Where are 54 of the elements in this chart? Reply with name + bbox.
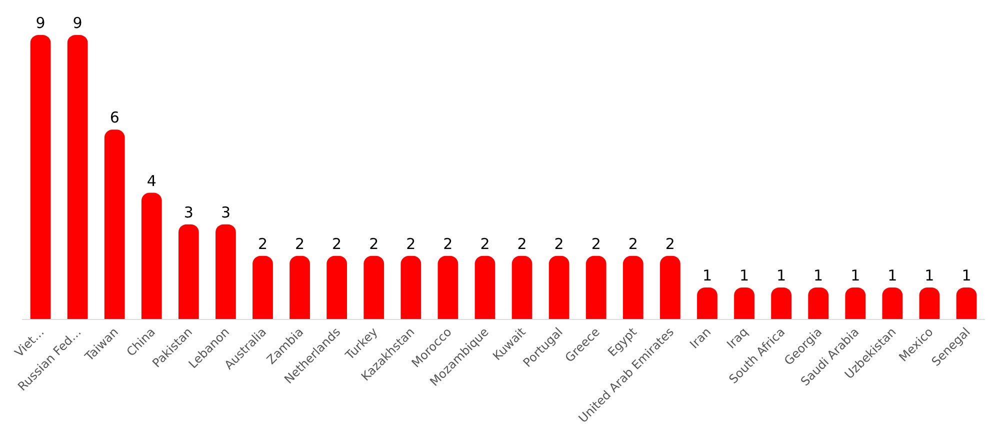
- x-tick-label: Iraq: [724, 324, 751, 352]
- data-label: 2: [591, 234, 601, 253]
- bar: [67, 34, 88, 319]
- bar: [586, 256, 606, 319]
- bar: [845, 287, 866, 319]
- data-label: 4: [146, 172, 156, 190]
- data-label: 9: [36, 14, 46, 32]
- data-label: 1: [702, 266, 712, 284]
- bar: [660, 256, 680, 319]
- bar: [771, 287, 792, 319]
- data-label: 1: [962, 266, 972, 284]
- bar: [290, 256, 310, 319]
- bar: [882, 287, 903, 319]
- data-label: 2: [443, 234, 453, 253]
- x-tick-label: Iran: [687, 324, 714, 352]
- bar: [141, 192, 162, 319]
- bar: [919, 287, 940, 319]
- bar: [30, 34, 51, 319]
- bar: [104, 130, 125, 319]
- data-label: 2: [665, 234, 675, 253]
- data-label: 3: [220, 203, 230, 222]
- bar: [326, 256, 348, 319]
- bar: [808, 287, 829, 319]
- bar: [956, 287, 977, 319]
- data-label: 1: [924, 266, 934, 284]
- data-label: 1: [850, 266, 860, 284]
- data-label: 6: [110, 108, 120, 127]
- bar: [512, 256, 532, 319]
- data-label: 2: [554, 234, 564, 253]
- bar: [364, 256, 384, 319]
- bar: [252, 256, 273, 319]
- data-label: 9: [72, 14, 82, 32]
- bar: [734, 287, 754, 319]
- bar: [178, 224, 199, 319]
- data-label: 2: [480, 234, 490, 253]
- bar: [622, 256, 644, 319]
- bar: [400, 256, 422, 319]
- data-label: 2: [332, 234, 342, 253]
- data-label: 2: [517, 234, 527, 253]
- data-label: 1: [814, 266, 824, 284]
- data-label: 2: [628, 234, 638, 253]
- bar: [438, 256, 458, 319]
- data-label: 1: [776, 266, 786, 284]
- data-label: 2: [406, 234, 416, 253]
- bar: [216, 224, 236, 319]
- data-label: 3: [184, 203, 194, 222]
- data-label: 1: [739, 266, 750, 284]
- bar: [697, 287, 718, 319]
- data-label: 2: [369, 234, 379, 253]
- bar: [548, 256, 570, 319]
- data-label: 2: [258, 234, 268, 253]
- data-label: 2: [295, 234, 305, 253]
- bar: [474, 256, 496, 319]
- data-label: 1: [888, 266, 898, 284]
